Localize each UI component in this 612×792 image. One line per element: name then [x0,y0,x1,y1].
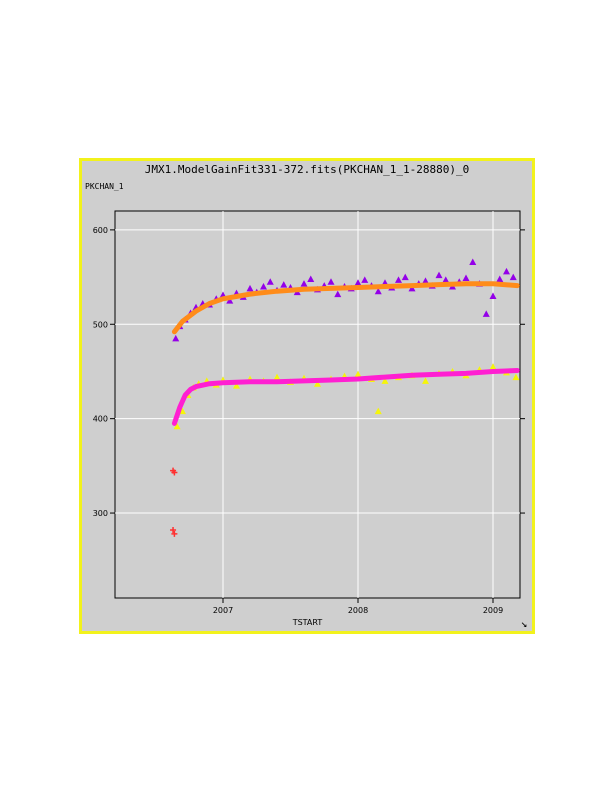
data-point-0 [260,283,267,290]
data-point-0 [482,310,490,317]
x-tick-label: 2007 [213,606,233,615]
data-point-0 [361,276,369,283]
data-point-0 [442,276,450,283]
data-point-2 [179,407,186,415]
data-point-0 [422,277,429,284]
data-point-0 [327,278,335,285]
data-point-0 [469,258,477,265]
data-point-2 [381,377,389,384]
data-point-0 [489,292,497,299]
data-point-0 [462,274,470,282]
y-tick-label: 600 [93,226,108,235]
outlier-point [171,530,178,537]
chart-window: JMX1.ModelGainFit331-372.fits(PKCHAN_1_1… [79,158,535,634]
data-point-0 [226,297,234,304]
data-point-2 [273,373,281,381]
data-point-0 [408,284,416,292]
fit-curve-1 [171,281,520,335]
data-point-0 [300,280,308,287]
data-point-0 [401,273,409,281]
chart-title: JMX1.ModelGainFit331-372.fits(PKCHAN_1_1… [144,163,470,176]
y-tick-label: 300 [93,509,108,518]
resize-corner-icon[interactable]: ↘ [520,617,528,630]
data-point-2 [354,370,362,378]
data-point-0 [496,275,504,282]
data-point-0 [354,279,362,286]
data-point-0 [334,290,342,298]
data-point-0 [509,273,517,281]
data-point-0 [374,287,382,295]
outlier-point [171,469,178,476]
data-point-0 [503,267,510,275]
data-point-2 [489,363,497,370]
plot-area: 300 400 500 600 2007 2008 2009 TSTART [93,210,525,627]
data-point-2 [233,382,240,389]
fit-curve-3 [171,368,520,426]
y-axis-label: PKCHAN_1 [85,182,124,191]
data-point-0 [246,284,254,292]
plot-border [114,210,521,599]
data-point-2 [173,422,181,430]
x-tick-label: 2009 [483,606,503,615]
data-point-0 [307,275,315,282]
data-point-0 [280,281,288,288]
data-point-2 [374,407,382,415]
y-tick-label: 500 [93,320,108,329]
data-point-0 [172,334,180,342]
data-point-2 [422,377,429,384]
outlier-point [170,527,177,534]
y-tick-label: 400 [93,415,108,424]
data-point-2 [512,373,520,381]
x-axis-label: TSTART [292,618,323,627]
data-point-2 [314,380,321,387]
data-point-0 [435,271,443,279]
data-point-0 [395,276,402,283]
x-tick-label: 2008 [348,606,368,615]
data-point-0 [266,278,274,285]
